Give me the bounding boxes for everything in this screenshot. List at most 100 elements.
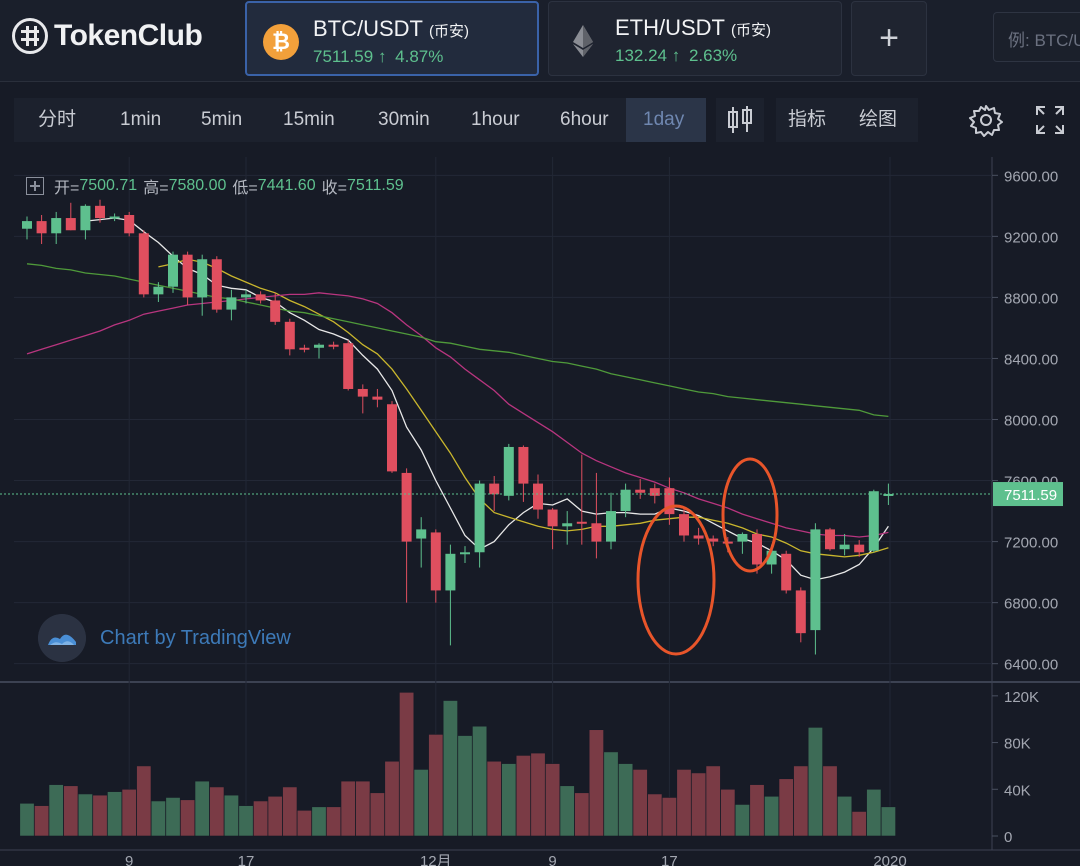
- price-tick-label: 7200.00: [1004, 535, 1058, 552]
- pair-name: BTC/USDT: [313, 16, 423, 41]
- candle-body: [65, 218, 76, 231]
- volume-bar: [340, 780, 356, 837]
- volume-bar: [238, 805, 254, 837]
- expand-legend-icon[interactable]: [26, 177, 44, 195]
- candle-body: [182, 254, 193, 298]
- top-bar: TokenClub ₿ BTC/USDT (币安) 7511.59 ↑ 4.87%…: [0, 0, 1080, 82]
- legend-close-label: 收=: [321, 180, 347, 197]
- interval-fenshi[interactable]: 分时: [14, 98, 100, 142]
- volume-bar: [223, 794, 239, 837]
- candlestick-type-button[interactable]: [716, 98, 764, 142]
- drawing-button[interactable]: 绘图: [846, 98, 918, 142]
- watermark-text: Chart by TradingView: [100, 626, 291, 649]
- interval-5min[interactable]: 5min: [182, 98, 264, 142]
- volume-tick-label: 80K: [1004, 736, 1031, 753]
- legend-high-value: 7580.00: [168, 177, 227, 194]
- price-tick-label: 9600.00: [1004, 168, 1058, 185]
- annotation-circle: [721, 457, 779, 573]
- bitcoin-icon: ₿: [263, 24, 299, 60]
- volume-bar: [472, 725, 488, 837]
- interval-30min[interactable]: 30min: [358, 98, 452, 142]
- volume-bar: [428, 734, 444, 837]
- candle-body: [36, 221, 47, 234]
- candle-body: [95, 205, 105, 219]
- candle-body: [489, 483, 500, 495]
- volume-bar: [48, 784, 64, 837]
- pair-change: 4.87%: [395, 47, 444, 66]
- interval-6hour[interactable]: 6hour: [540, 98, 626, 142]
- candle-body: [401, 472, 412, 542]
- volume-bar: [793, 765, 809, 837]
- annotation-circles: [636, 457, 779, 656]
- time-tick-label: 17: [238, 853, 255, 866]
- volume-tick-label: 40K: [1004, 782, 1031, 799]
- interval-1hour[interactable]: 1hour: [452, 98, 540, 142]
- up-arrow-icon: ↑: [377, 47, 387, 66]
- app-logo[interactable]: TokenClub: [12, 18, 203, 54]
- candle-body: [693, 535, 704, 539]
- candle-body: [343, 343, 354, 389]
- candle-body: [226, 297, 237, 310]
- settings-button[interactable]: [964, 98, 1008, 142]
- candle-body: [138, 233, 149, 295]
- candle-body: [737, 533, 748, 542]
- candle-body: [591, 523, 602, 542]
- volume-bar: [311, 806, 327, 837]
- plus-icon: +: [879, 19, 899, 57]
- volume-bar: [180, 799, 196, 837]
- candle-body: [197, 259, 208, 298]
- candle-body: [328, 344, 339, 347]
- tokenclub-logo-icon: [12, 18, 48, 54]
- price-tick-label: 8000.00: [1004, 413, 1058, 430]
- candle-body: [387, 404, 397, 472]
- candle-body: [839, 544, 850, 550]
- volume-bar: [822, 765, 838, 837]
- price-tick-label: 8800.00: [1004, 290, 1058, 307]
- volume-bar: [165, 797, 181, 837]
- candle-body: [883, 493, 894, 496]
- legend-low-value: 7441.60: [257, 177, 316, 194]
- pair-tab-eth-usdt[interactable]: ETH/USDT (币安) 132.24 ↑ 2.63%: [548, 1, 842, 76]
- indicators-button[interactable]: 指标: [776, 98, 846, 142]
- price-chart[interactable]: 9600.009200.008800.008400.008000.007600.…: [0, 150, 1080, 866]
- volume-bar: [866, 788, 882, 837]
- time-tick-label: 9: [125, 853, 133, 866]
- volume-bar: [515, 755, 531, 837]
- legend-high-label: 高=: [143, 180, 169, 197]
- candle-body: [752, 533, 762, 565]
- interval-15min[interactable]: 15min: [264, 98, 358, 142]
- volume-bar: [399, 692, 415, 837]
- tradingview-watermark[interactable]: Chart by TradingView: [38, 614, 291, 662]
- volume-bar: [807, 727, 823, 837]
- candle-body: [474, 483, 485, 553]
- time-tick-label: 17: [661, 853, 678, 866]
- candle-body: [357, 388, 368, 397]
- candle-body: [153, 286, 164, 295]
- pair-name: ETH/USDT: [615, 15, 725, 40]
- add-pair-button[interactable]: +: [851, 1, 927, 76]
- candle-body: [781, 553, 792, 591]
- volume-bar: [647, 793, 663, 837]
- time-tick-label: 12月: [420, 853, 452, 866]
- volume-tick-label: 120K: [1004, 689, 1039, 706]
- interval-1min[interactable]: 1min: [100, 98, 182, 142]
- interval-1day[interactable]: 1day: [626, 98, 706, 142]
- pair-tab-btc-usdt[interactable]: ₿ BTC/USDT (币安) 7511.59 ↑ 4.87%: [245, 1, 539, 76]
- candle-body: [664, 488, 675, 515]
- candle-body: [430, 532, 441, 591]
- candlesticks: [22, 199, 894, 655]
- candle-body: [620, 489, 631, 512]
- moving-average-line: [26, 263, 889, 418]
- volume-bar: [720, 788, 736, 837]
- fullscreen-button[interactable]: [1028, 98, 1072, 142]
- volume-bar: [632, 769, 648, 837]
- volume-bar: [618, 763, 634, 837]
- search-input[interactable]: 例: BTC/US: [993, 12, 1080, 62]
- volume-bar: [705, 765, 721, 837]
- volume-bar: [530, 752, 546, 837]
- volume-bar: [63, 785, 79, 837]
- legend-open-label: 开=: [54, 180, 80, 197]
- price-tick-label: 8400.00: [1004, 351, 1058, 368]
- pair-change: 2.63%: [688, 46, 738, 65]
- volume-bar: [107, 791, 123, 837]
